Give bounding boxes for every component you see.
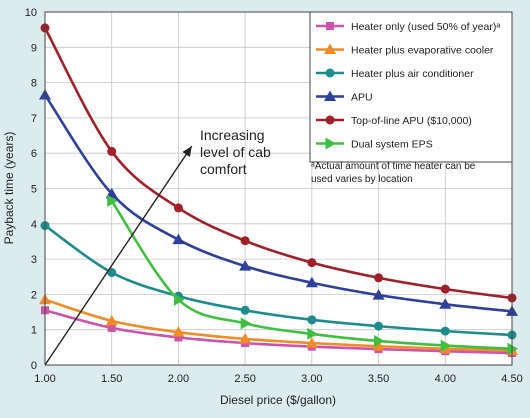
data-point	[305, 337, 318, 348]
data-point	[173, 203, 183, 213]
data-point	[172, 233, 185, 245]
data-point	[307, 315, 317, 325]
y-tick-labels: 0 1 2 3 4 5 6 7 8 9 10	[25, 7, 37, 372]
data-point	[107, 194, 118, 207]
data-point	[374, 334, 385, 347]
y-tick-label: 2	[31, 289, 37, 301]
legend-marker	[324, 90, 336, 101]
y-axis-title: Payback time (years)	[2, 132, 16, 245]
x-axis-title: Diesel price ($/gallon)	[220, 393, 336, 407]
x-tick-label: 1.50	[101, 373, 122, 385]
y-tick-label: 8	[31, 78, 37, 90]
legend-label: Heater only (used 50% of year)ᵃ	[351, 21, 500, 33]
annotation-arrow-line	[44, 145, 193, 366]
footnote-text: used varies by location	[311, 174, 413, 185]
annotation-text: comfort	[200, 161, 247, 177]
data-point	[240, 317, 252, 330]
y-tick-label: 6	[31, 148, 37, 160]
footnote: ᵃActual amount of time heater can be used…	[311, 161, 476, 185]
annotation-text: Increasing	[200, 127, 265, 143]
x-tick-label: 4.00	[435, 373, 456, 385]
data-point	[440, 339, 452, 352]
x-tick-label: 1.00	[34, 373, 55, 385]
plot-frame	[44, 11, 513, 366]
y-tick-label: 7	[31, 113, 37, 125]
legend-marker	[324, 43, 336, 54]
footnote-text: ᵃActual amount of time heater can be	[311, 161, 476, 172]
data-point	[173, 293, 185, 306]
data-point	[105, 187, 118, 199]
x-tick-labels: 1.00 1.50 2.00 2.50 3.00 3.50 4.00 4.50	[34, 373, 522, 385]
data-point	[107, 323, 116, 332]
legend-label: Dual system EPS	[351, 139, 433, 151]
annotation-text: level of cab	[200, 144, 271, 160]
legend-label: Heater plus evaporative cooler	[351, 45, 494, 57]
data-point	[107, 146, 117, 156]
y-tick-label: 1	[31, 325, 37, 337]
y-tick-label: 3	[31, 254, 37, 266]
x-tick-label: 2.50	[234, 373, 255, 385]
data-point	[172, 326, 185, 337]
legend: Heater only (used 50% of year)ᵃ Heater pl…	[309, 11, 513, 163]
data-point	[307, 258, 317, 268]
data-point	[240, 305, 250, 315]
data-point	[240, 236, 250, 246]
legend-label: Top-of-line APU ($10,000)	[351, 115, 472, 127]
data-point	[305, 276, 318, 288]
y-tick-label: 5	[31, 184, 37, 196]
data-point	[374, 273, 384, 283]
data-point	[440, 326, 450, 336]
legend-marker	[325, 137, 336, 150]
x-tick-label: 4.50	[501, 373, 522, 385]
y-tick-label: 9	[31, 42, 37, 54]
data-point	[307, 327, 318, 340]
legend-box	[309, 11, 513, 163]
data-point	[105, 314, 118, 326]
data-point	[372, 289, 385, 300]
x-tick-label: 3.00	[301, 373, 322, 385]
data-point	[372, 340, 385, 351]
y-tick-label: 0	[31, 360, 37, 372]
data-point	[374, 321, 384, 331]
y-tick-label: 4	[31, 219, 37, 231]
data-point	[239, 332, 252, 344]
legend-marker	[325, 115, 335, 125]
annotation-arrowhead	[182, 146, 192, 157]
series-line	[44, 309, 513, 355]
legend-label: APU	[351, 92, 373, 104]
legend-label: Heater plus air conditioner	[351, 68, 474, 80]
data-point	[174, 333, 183, 342]
legend-marker	[326, 22, 334, 30]
series-line	[44, 298, 513, 352]
data-point	[239, 260, 252, 271]
data-point	[440, 284, 450, 294]
x-tick-label: 3.50	[368, 373, 389, 385]
x-tick-label: 2.00	[168, 373, 189, 385]
y-tick-label: 10	[25, 7, 37, 19]
legend-marker	[325, 68, 335, 78]
data-point	[107, 268, 117, 278]
data-point	[507, 342, 518, 355]
data-point	[439, 298, 452, 309]
